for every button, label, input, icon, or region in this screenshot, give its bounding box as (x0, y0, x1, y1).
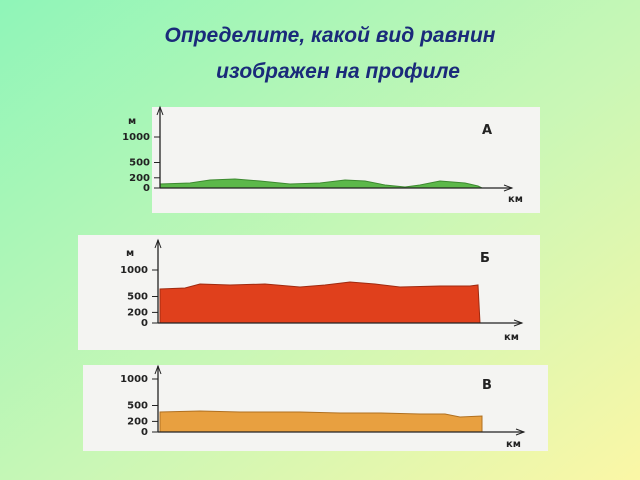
profile (159, 178, 483, 189)
y-unit: м (126, 248, 134, 259)
arrow (154, 364, 162, 375)
y-tick-label: 0 (141, 427, 148, 438)
profile-letter: Б (480, 251, 490, 266)
arrow (154, 238, 162, 249)
profile (159, 410, 483, 433)
arrow (513, 319, 524, 327)
y-tick-label: 500 (129, 158, 150, 169)
y-tick-label: 200 (127, 416, 148, 427)
x-unit: км (506, 439, 521, 450)
profile (159, 281, 481, 324)
y-tick-label: 500 (127, 401, 148, 412)
y-tick-label: 1000 (120, 374, 148, 385)
arrow (156, 105, 164, 116)
y-tick-label: 500 (127, 292, 148, 303)
panel (152, 107, 540, 213)
y-tick-label: 0 (143, 183, 150, 194)
title: изображен на профиле (216, 60, 460, 83)
y-tick-label: 0 (141, 318, 148, 329)
arrow (515, 428, 526, 436)
profile-letter: В (482, 378, 492, 393)
arrow (503, 184, 514, 192)
y-tick-label: 1000 (120, 265, 148, 276)
panel (83, 365, 548, 451)
profile-letter: А (482, 123, 492, 138)
y-tick-label: 200 (127, 307, 148, 318)
y-tick-label: 1000 (122, 132, 150, 143)
title: Определите, какой вид равнин (165, 24, 496, 47)
y-tick-label: 200 (129, 173, 150, 184)
y-unit: м (128, 116, 136, 127)
x-unit: км (504, 332, 519, 343)
x-unit: км (508, 194, 523, 205)
